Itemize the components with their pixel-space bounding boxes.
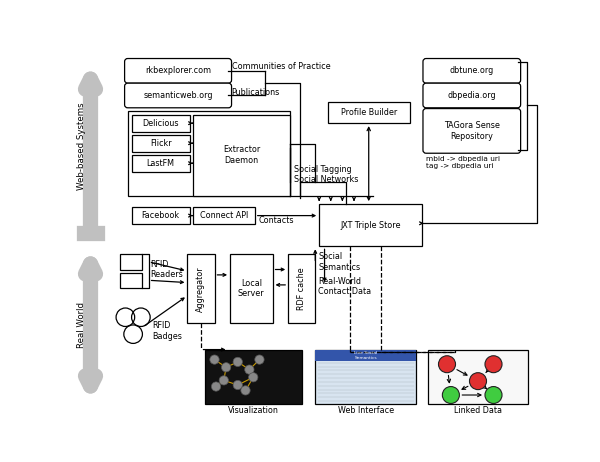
FancyBboxPatch shape [423, 83, 521, 108]
Text: dbtune.org: dbtune.org [449, 67, 494, 75]
Text: Visualization: Visualization [228, 406, 279, 415]
Circle shape [485, 387, 502, 403]
Bar [131, 155, 190, 172]
Bar [193, 207, 255, 224]
Text: semanticweb.org: semanticweb.org [143, 91, 213, 100]
Bar [328, 102, 410, 123]
Circle shape [219, 376, 229, 385]
Bar [120, 254, 142, 269]
Bar [187, 254, 215, 323]
Text: Web Interface: Web Interface [338, 406, 394, 415]
Bar [205, 350, 302, 404]
Circle shape [221, 363, 231, 372]
Text: Connect API: Connect API [200, 211, 248, 220]
Bar [315, 350, 416, 404]
FancyBboxPatch shape [423, 59, 521, 83]
Text: Contacts: Contacts [259, 216, 294, 225]
Circle shape [442, 387, 460, 403]
Circle shape [233, 357, 242, 366]
Bar [131, 207, 190, 224]
Circle shape [255, 355, 264, 364]
Bar [131, 135, 190, 152]
Text: LastFM: LastFM [146, 159, 175, 168]
Text: Web-based Systems: Web-based Systems [77, 103, 86, 190]
Bar [428, 350, 529, 404]
Text: RFID
Badges: RFID Badges [152, 322, 182, 341]
Text: JXT Triple Store: JXT Triple Store [340, 221, 401, 230]
Text: Delicious: Delicious [142, 119, 179, 128]
Bar [131, 115, 190, 132]
Text: rkbexplorer.com: rkbexplorer.com [145, 67, 211, 75]
FancyBboxPatch shape [125, 83, 232, 108]
FancyBboxPatch shape [423, 109, 521, 153]
Text: Profile Builder: Profile Builder [341, 108, 397, 117]
Text: Linked Data: Linked Data [454, 406, 502, 415]
Text: Flickr: Flickr [150, 139, 172, 148]
Circle shape [439, 356, 455, 373]
Bar [120, 273, 142, 288]
Text: Social Tagging
Social Networks: Social Tagging Social Networks [295, 165, 359, 184]
Text: mbid -> dbpedia uri: mbid -> dbpedia uri [426, 156, 500, 162]
Text: Local
Server: Local Server [238, 279, 265, 298]
Text: TAGora Sense
Repository: TAGora Sense Repository [444, 121, 500, 140]
Bar [230, 254, 272, 323]
Text: Communities of Practice: Communities of Practice [232, 62, 330, 71]
Text: tag -> dbpedia uri: tag -> dbpedia uri [426, 163, 494, 169]
Circle shape [233, 380, 242, 389]
Circle shape [469, 373, 487, 389]
Circle shape [241, 386, 250, 395]
Text: Extractor
Daemon: Extractor Daemon [223, 146, 260, 165]
Bar [319, 204, 422, 246]
Circle shape [248, 373, 258, 382]
Text: Live Social
Semantics: Live Social Semantics [354, 352, 377, 360]
Text: Aggregator: Aggregator [196, 266, 205, 311]
Text: dbpedia.org: dbpedia.org [448, 91, 496, 100]
Text: Real World: Real World [77, 302, 86, 348]
Text: RFID
Readers: RFID Readers [150, 260, 183, 279]
Bar [315, 350, 416, 361]
FancyBboxPatch shape [125, 59, 232, 83]
Text: Real-World
Contact Data: Real-World Contact Data [319, 277, 371, 296]
Bar [288, 254, 315, 323]
Text: Social
Semantics: Social Semantics [319, 252, 361, 272]
Circle shape [485, 356, 502, 373]
Circle shape [245, 365, 254, 374]
Text: Facebook: Facebook [142, 211, 180, 220]
Circle shape [210, 355, 219, 364]
Bar [193, 115, 290, 195]
Text: RDF cache: RDF cache [297, 267, 306, 310]
Circle shape [211, 382, 221, 391]
Text: Publications: Publications [232, 88, 280, 97]
Bar [128, 111, 290, 195]
